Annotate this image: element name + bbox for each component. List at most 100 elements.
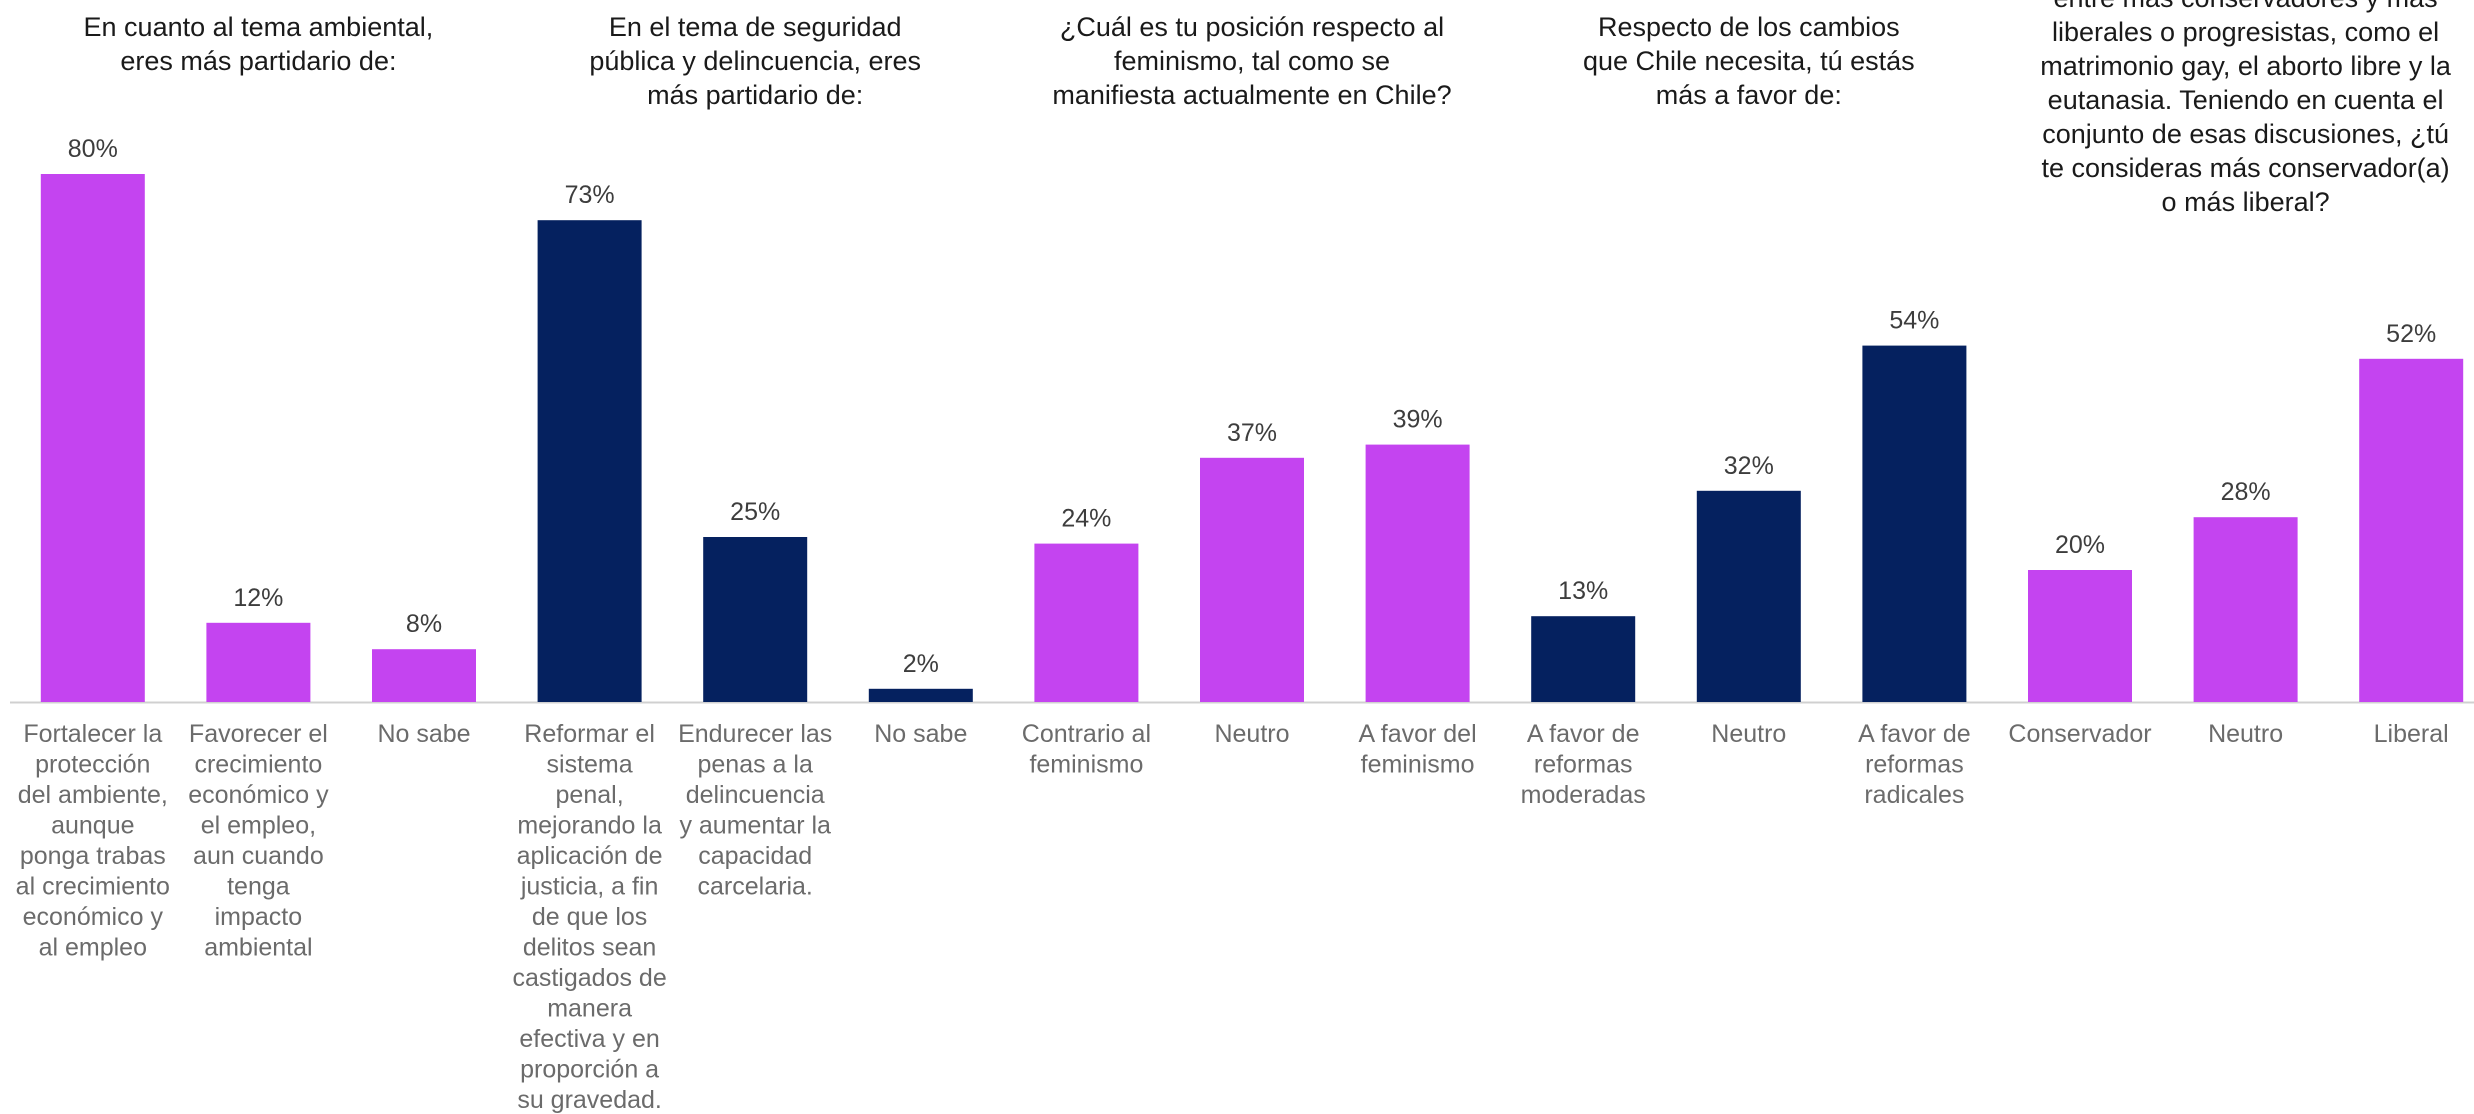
category-label-line: al empleo (39, 934, 147, 962)
question-title-line: Respecto de los cambios (1598, 12, 1900, 42)
question-title-line: más partidario de: (647, 80, 863, 110)
category-label-line: su gravedad. (517, 1086, 662, 1114)
data-label: 8% (406, 610, 442, 638)
question-title: En el tema de seguridad pública y delincu… (589, 12, 921, 110)
question-title-line: manifiesta actualmente en Chile? (1052, 80, 1451, 110)
question-title-line: te consideras más conservador(a) (2042, 153, 2450, 183)
category-label-line: penas a la (698, 751, 813, 779)
category-label-line: ponga trabas (20, 842, 166, 870)
category-label-line: económico y (188, 781, 329, 809)
category-label-line: Favorecer el (189, 720, 328, 748)
category-label-line: reformas (1865, 751, 1964, 779)
category-label-line: Neutro (1214, 720, 1289, 748)
question-title: entre más conservadores y más liberales o… (2040, 0, 2452, 217)
category-label-line: Fortalecer la (23, 720, 162, 748)
category-label-line: económico y (23, 903, 164, 931)
category-label-line: y aumentar la (679, 812, 831, 840)
bar (1862, 345, 1967, 702)
category-label-line: A favor de (1858, 720, 1971, 748)
data-label: 20% (2055, 531, 2105, 559)
question-title-line: ¿Cuál es tu posición respecto al (1060, 12, 1444, 42)
question-title-line: feminismo, tal como se (1114, 46, 1390, 76)
category-label: A favor de reformas moderadas (1521, 720, 1646, 809)
category-label-line: penal, (556, 781, 624, 809)
category-label: Conservador (2008, 720, 2151, 748)
question-title-line: En el tema de seguridad (609, 12, 902, 42)
data-label: 54% (1889, 307, 1939, 335)
bar (2028, 570, 2132, 702)
question-title-line: liberales o progresistas, como el (2052, 17, 2439, 47)
question-title-line: pública y delincuencia, eres (589, 46, 921, 76)
category-label-line: A favor del (1359, 720, 1477, 748)
category-label-line: Neutro (2208, 720, 2283, 748)
question-title-line: En cuanto al tema ambiental, (84, 12, 434, 42)
question-title-line: entre más conservadores y más (2054, 0, 2438, 13)
data-label: 2% (903, 650, 939, 678)
category-label-line: feminismo (1361, 751, 1475, 779)
category-label-line: al crecimiento (16, 873, 170, 901)
data-label: 37% (1227, 419, 1277, 447)
category-label-line: justicia, a fin (520, 873, 659, 901)
data-label: 52% (2386, 320, 2436, 348)
category-label-line: aplicación de (517, 842, 663, 870)
category-label: No sabe (377, 720, 470, 748)
bar (2193, 517, 2298, 702)
question-title-line: que Chile necesita, tú estás (1583, 46, 1915, 76)
category-label-line: el empleo, (201, 812, 316, 840)
data-label: 28% (2221, 478, 2271, 506)
data-label: 13% (1558, 577, 1608, 605)
bar (40, 174, 145, 702)
category-label: A favor de reformas radicales (1858, 720, 1971, 809)
category-label-line: Neutro (1711, 720, 1786, 748)
category-label-line: Liberal (2374, 720, 2449, 748)
data-label: 32% (1724, 452, 1774, 480)
question-title-line: conjunto de esas discusiones, ¿tú (2042, 119, 2449, 149)
bar (1531, 616, 1636, 702)
category-label-line: impacto (215, 903, 303, 931)
question-title-line: eutanasia. Teniendo en cuenta el (2048, 85, 2444, 115)
category-label-line: A favor de (1527, 720, 1640, 748)
category-label-line: sistema (547, 751, 633, 779)
category-label: Neutro (1711, 720, 1786, 748)
bar (1365, 444, 1470, 702)
category-label-line: aun cuando (193, 842, 324, 870)
category-label-line: manera (547, 995, 632, 1023)
category-label-line: Reformar el (524, 720, 655, 748)
category-label: A favor del feminismo (1359, 720, 1477, 779)
bar (1696, 490, 1801, 702)
category-label-line: capacidad (698, 842, 812, 870)
category-label-line: protección (35, 751, 150, 779)
data-label: 73% (565, 181, 615, 209)
category-label-line: No sabe (874, 720, 967, 748)
category-label-line: carcelaria. (698, 873, 813, 901)
category-label: Neutro (1214, 720, 1289, 748)
bar (1200, 457, 1304, 702)
data-label: 12% (233, 584, 283, 612)
data-label: 24% (1061, 505, 1111, 533)
category-label-line: de que los (532, 903, 647, 931)
category-label-line: moderadas (1521, 781, 1646, 809)
category-label-line: ambiental (204, 934, 312, 962)
category-label: Liberal (2374, 720, 2449, 748)
category-label: Fortalecer la protección del ambiente, aunq… (16, 720, 170, 962)
data-label: 39% (1393, 406, 1443, 434)
category-label-line: efectiva y en (519, 1025, 659, 1053)
category-label-line: tenga (227, 873, 290, 901)
bar (2359, 358, 2464, 702)
category-label: No sabe (874, 720, 967, 748)
category-label-line: Contrario al (1022, 720, 1151, 748)
question-title: ¿Cuál es tu posición respecto al feminism… (1052, 12, 1451, 110)
category-label: Reformar el sistema penal, mejorando la apli… (512, 720, 666, 1114)
category-label-line: radicales (1864, 781, 1964, 809)
bar (206, 622, 311, 702)
category-label: Endurecer las penas a la delincuencia y aum… (678, 720, 832, 901)
category-label-line: mejorando la (517, 812, 662, 840)
category-label-line: delincuencia (686, 781, 825, 809)
category-label-line: castigados de (512, 964, 666, 992)
question-title: En cuanto al tema ambiental, eres más par… (84, 12, 434, 76)
category-label-line: feminismo (1029, 751, 1143, 779)
question-title-line: más a favor de: (1656, 80, 1842, 110)
category-label-line: del ambiente, (18, 781, 168, 809)
category-label-line: reformas (1534, 751, 1633, 779)
